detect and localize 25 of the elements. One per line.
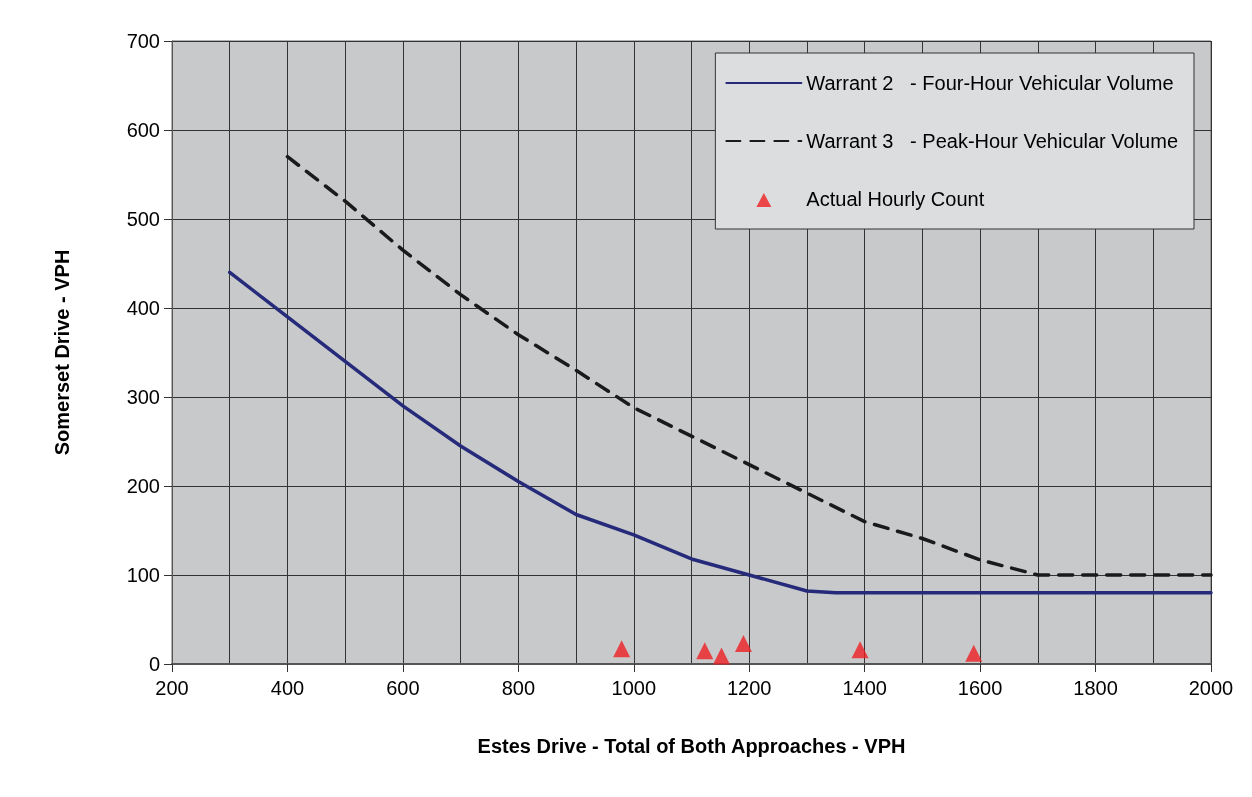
x-tick-label: 1400 bbox=[842, 677, 887, 699]
x-tick-label: 1000 bbox=[611, 677, 657, 699]
y-tick-label: 600 bbox=[126, 119, 160, 141]
legend-label: Warrant 3 - Peak-Hour Vehicular Volume bbox=[806, 130, 1178, 152]
x-tick-label: 1800 bbox=[1073, 677, 1118, 699]
x-tick-label: 2000 bbox=[1188, 677, 1234, 699]
x-axis-title: Estes Drive - Total of Both Approaches - VPH bbox=[477, 735, 906, 757]
y-tick-label: 300 bbox=[126, 386, 160, 408]
line-series bbox=[285, 154, 1213, 577]
legend-label: Warrant 2 - Four-Hour Vehicular Volume bbox=[806, 72, 1174, 94]
x-tick-label: 800 bbox=[501, 677, 536, 699]
y-tick-label: 700 bbox=[126, 30, 160, 52]
x-tick-label: 400 bbox=[270, 677, 305, 699]
y-tick-label: 0 bbox=[148, 653, 160, 675]
line-series bbox=[227, 270, 1213, 595]
y-axis-title: Somerset Drive - VPH bbox=[51, 249, 73, 456]
y-tick-label: 500 bbox=[126, 208, 160, 230]
y-tick-label: 200 bbox=[126, 475, 160, 497]
y-tick-label: 100 bbox=[126, 564, 160, 586]
x-tick-label: 600 bbox=[386, 677, 420, 699]
legend-label: Actual Hourly Count bbox=[806, 188, 985, 210]
x-tick-label: 1200 bbox=[726, 677, 772, 699]
x-tick-label: 200 bbox=[155, 677, 189, 699]
x-tick-label: 1600 bbox=[957, 677, 1003, 699]
y-tick-label: 400 bbox=[126, 297, 160, 319]
